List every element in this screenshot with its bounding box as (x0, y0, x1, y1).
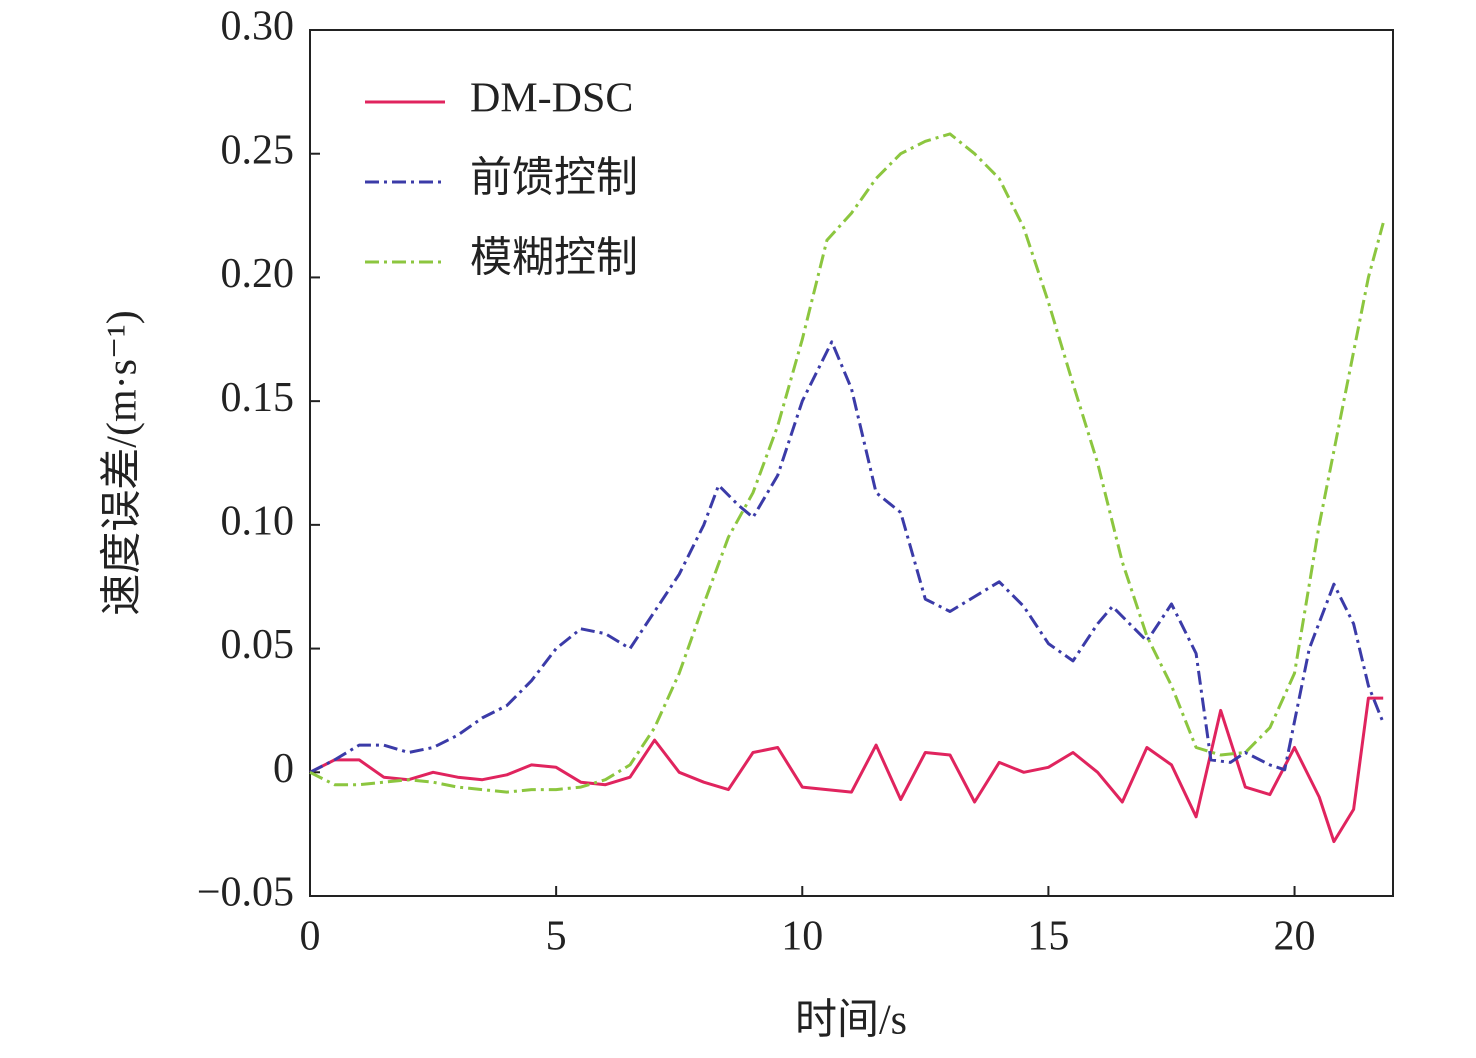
legend-label: DM-DSC (470, 76, 633, 122)
legend-label: 模糊控制 (470, 236, 638, 282)
y-axis-label: 速度误差/(m·s⁻¹) (100, 310, 146, 615)
plot-frame (309, 29, 1394, 897)
x-axis-label: 时间/s (795, 998, 907, 1044)
y-tick-label: 0.05 (221, 622, 295, 668)
x-tick-label: 5 (546, 914, 567, 960)
y-tick-label: 0.25 (221, 127, 295, 173)
y-tick-label: 0.20 (221, 251, 295, 297)
x-tick-label: 20 (1274, 914, 1316, 960)
series-line (309, 132, 1385, 794)
x-tick-label: 0 (300, 914, 321, 960)
y-tick-label: −0.05 (197, 870, 294, 916)
x-tick-label: 15 (1027, 914, 1069, 960)
y-tick-label: 0.15 (221, 375, 295, 421)
legend-label: 前馈控制 (470, 156, 638, 202)
y-tick-label: 0.30 (221, 4, 295, 50)
series-line (309, 340, 1385, 774)
y-tick-label: 0.10 (221, 498, 295, 544)
series-line (309, 696, 1384, 844)
x-tick-label: 10 (781, 914, 823, 960)
y-tick-label: 0 (273, 746, 294, 792)
